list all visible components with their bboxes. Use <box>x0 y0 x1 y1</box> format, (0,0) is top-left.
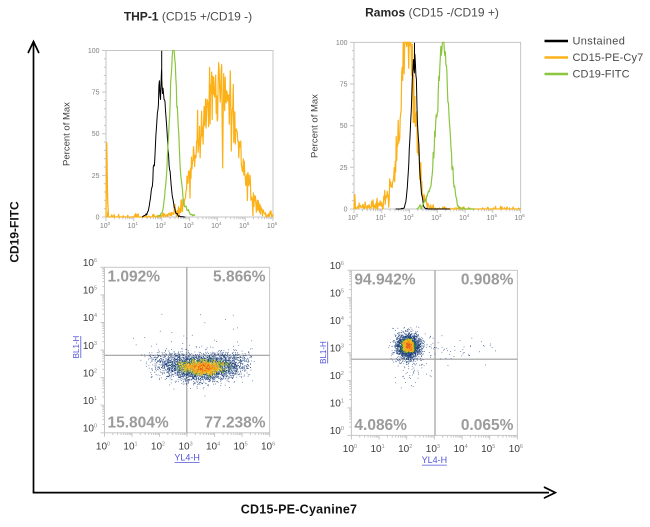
svg-text:100: 100 <box>348 213 359 222</box>
svg-text:BL1-H: BL1-H <box>319 341 328 364</box>
svg-text:1.092%: 1.092% <box>108 268 161 285</box>
svg-text:102: 102 <box>151 441 165 452</box>
svg-text:Percent of Max: Percent of Max <box>62 102 73 166</box>
svg-text:104: 104 <box>459 213 470 222</box>
svg-text:100: 100 <box>83 424 97 435</box>
svg-text:103: 103 <box>179 441 193 452</box>
svg-text:77.238%: 77.238% <box>204 414 265 431</box>
svg-text:100: 100 <box>330 426 344 437</box>
svg-text:106: 106 <box>267 221 278 230</box>
svg-text:25: 25 <box>340 165 348 172</box>
svg-text:104: 104 <box>83 313 97 324</box>
svg-text:105: 105 <box>234 441 248 452</box>
svg-text:105: 105 <box>330 289 344 300</box>
svg-text:106: 106 <box>330 261 344 272</box>
svg-text:BL1-H: BL1-H <box>72 335 81 358</box>
svg-text:104: 104 <box>206 441 220 452</box>
svg-text:YL4-H: YL4-H <box>422 455 448 465</box>
svg-text:105: 105 <box>487 213 498 222</box>
svg-text:0: 0 <box>344 206 348 213</box>
svg-text:101: 101 <box>330 399 344 410</box>
svg-text:103: 103 <box>330 344 344 355</box>
svg-text:Percent of Max: Percent of Max <box>310 94 321 158</box>
svg-text:102: 102 <box>403 213 414 222</box>
svg-text:CD19-FITC: CD19-FITC <box>573 69 630 81</box>
svg-text:104: 104 <box>211 221 222 230</box>
svg-text:CD15-PE-Cy7: CD15-PE-Cy7 <box>573 52 644 64</box>
svg-text:THP-1 (CD15 +/CD19 -): THP-1 (CD15 +/CD19 -) <box>124 10 252 24</box>
svg-text:103: 103 <box>426 444 440 455</box>
svg-text:101: 101 <box>371 444 385 455</box>
svg-text:106: 106 <box>261 441 275 452</box>
svg-text:Unstained: Unstained <box>573 36 626 48</box>
svg-text:0.908%: 0.908% <box>461 271 514 288</box>
svg-text:100: 100 <box>343 444 357 455</box>
svg-text:Ramos (CD15 -/CD19 +): Ramos (CD15 -/CD19 +) <box>365 6 499 20</box>
svg-text:100: 100 <box>96 441 110 452</box>
svg-text:4.086%: 4.086% <box>354 417 407 434</box>
svg-text:105: 105 <box>83 286 97 297</box>
svg-text:106: 106 <box>514 213 525 222</box>
svg-text:102: 102 <box>156 221 167 230</box>
svg-text:103: 103 <box>183 221 194 230</box>
svg-text:105: 105 <box>481 444 495 455</box>
svg-text:75: 75 <box>340 82 348 89</box>
svg-text:YL4-H: YL4-H <box>174 453 200 463</box>
svg-text:15.804%: 15.804% <box>108 414 169 431</box>
svg-text:102: 102 <box>83 368 97 379</box>
svg-text:101: 101 <box>123 441 137 452</box>
svg-text:101: 101 <box>83 396 97 407</box>
svg-text:CD19-FITC: CD19-FITC <box>8 201 22 263</box>
svg-text:102: 102 <box>398 444 412 455</box>
svg-text:94.942%: 94.942% <box>354 271 415 288</box>
svg-text:100: 100 <box>88 48 100 55</box>
svg-text:103: 103 <box>83 341 97 352</box>
svg-text:104: 104 <box>330 316 344 327</box>
svg-text:103: 103 <box>431 213 442 222</box>
svg-text:0.065%: 0.065% <box>461 417 514 434</box>
svg-text:100: 100 <box>100 221 111 230</box>
svg-text:106: 106 <box>509 444 523 455</box>
svg-text:101: 101 <box>376 213 387 222</box>
svg-text:104: 104 <box>454 444 468 455</box>
svg-text:102: 102 <box>330 371 344 382</box>
svg-text:50: 50 <box>92 131 100 138</box>
svg-text:50: 50 <box>340 123 348 130</box>
svg-text:5.866%: 5.866% <box>213 268 266 285</box>
svg-text:0: 0 <box>96 214 100 221</box>
svg-text:106: 106 <box>83 258 97 269</box>
svg-text:CD15-PE-Cyanine7: CD15-PE-Cyanine7 <box>241 503 358 517</box>
svg-text:105: 105 <box>239 221 250 230</box>
svg-text:25: 25 <box>92 173 100 180</box>
svg-text:75: 75 <box>92 90 100 97</box>
svg-text:101: 101 <box>128 221 139 230</box>
svg-text:100: 100 <box>336 40 348 47</box>
